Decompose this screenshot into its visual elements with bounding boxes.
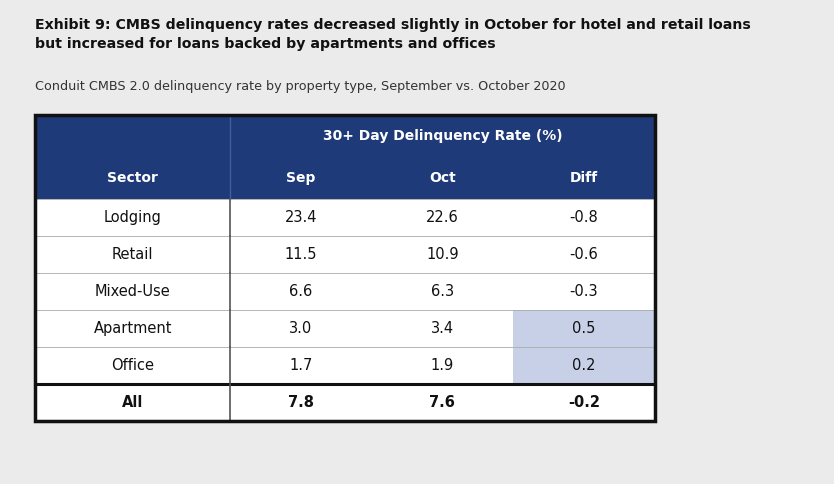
Text: Lodging: Lodging — [103, 210, 162, 225]
Bar — [372, 384, 513, 421]
Bar — [513, 384, 655, 421]
Bar — [372, 199, 513, 236]
Bar — [372, 273, 513, 310]
Text: 1.7: 1.7 — [289, 358, 313, 373]
Text: Sector: Sector — [108, 171, 158, 185]
Text: -0.8: -0.8 — [570, 210, 598, 225]
Bar — [372, 310, 513, 347]
Text: -0.3: -0.3 — [570, 284, 598, 299]
Bar — [372, 347, 513, 384]
Bar — [35, 384, 230, 421]
Bar — [35, 157, 655, 199]
Text: 10.9: 10.9 — [426, 247, 459, 262]
Text: 0.2: 0.2 — [572, 358, 595, 373]
Bar — [372, 236, 513, 273]
Text: Oct: Oct — [429, 171, 455, 185]
Bar — [513, 310, 655, 347]
Bar — [230, 384, 372, 421]
Bar — [35, 115, 655, 421]
Bar — [230, 347, 372, 384]
Text: 22.6: 22.6 — [426, 210, 459, 225]
Text: Sep: Sep — [286, 171, 315, 185]
Text: Exhibit 9: CMBS delinquency rates decreased slightly in October for hotel and re: Exhibit 9: CMBS delinquency rates decrea… — [35, 18, 751, 51]
Text: Office: Office — [111, 358, 154, 373]
Bar — [513, 199, 655, 236]
Bar — [35, 199, 230, 236]
Text: -0.6: -0.6 — [570, 247, 598, 262]
Text: All: All — [122, 395, 143, 410]
Bar — [513, 236, 655, 273]
Text: Apartment: Apartment — [93, 321, 172, 336]
Text: 3.4: 3.4 — [431, 321, 454, 336]
Text: Mixed-Use: Mixed-Use — [95, 284, 170, 299]
Bar — [35, 236, 230, 273]
Text: 23.4: 23.4 — [284, 210, 317, 225]
Bar — [35, 347, 230, 384]
Text: 7.8: 7.8 — [288, 395, 314, 410]
Text: 7.6: 7.6 — [430, 395, 455, 410]
Bar — [513, 273, 655, 310]
Text: 30+ Day Delinquency Rate (%): 30+ Day Delinquency Rate (%) — [323, 129, 562, 143]
Bar — [35, 310, 230, 347]
Bar — [230, 236, 372, 273]
Bar — [35, 115, 655, 157]
Text: 11.5: 11.5 — [284, 247, 317, 262]
Text: Retail: Retail — [112, 247, 153, 262]
Text: 6.6: 6.6 — [289, 284, 313, 299]
Text: -0.2: -0.2 — [568, 395, 600, 410]
Bar — [513, 347, 655, 384]
Bar — [230, 273, 372, 310]
Text: 0.5: 0.5 — [572, 321, 595, 336]
Bar — [230, 310, 372, 347]
Bar — [230, 199, 372, 236]
Text: 6.3: 6.3 — [431, 284, 454, 299]
Text: Diff: Diff — [570, 171, 598, 185]
Text: Conduit CMBS 2.0 delinquency rate by property type, September vs. October 2020: Conduit CMBS 2.0 delinquency rate by pro… — [35, 80, 565, 93]
Bar — [35, 273, 230, 310]
Text: 3.0: 3.0 — [289, 321, 313, 336]
Text: 1.9: 1.9 — [430, 358, 454, 373]
